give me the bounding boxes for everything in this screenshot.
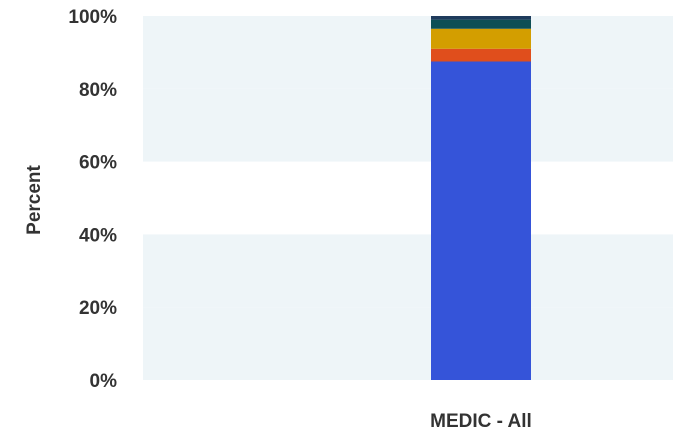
grid-band	[143, 307, 673, 380]
y-axis-ticks: 0% 20% 40% 60% 80% 100%	[68, 7, 117, 392]
bar-segment	[431, 16, 531, 20]
x-tick-label: MEDIC - All	[430, 411, 532, 432]
bar-segment	[431, 48, 531, 62]
y-tick-label: 100%	[68, 7, 117, 28]
bar-segment	[431, 19, 531, 29]
y-tick-label: 40%	[79, 225, 117, 246]
y-tick-label: 20%	[79, 298, 117, 319]
y-tick-label: 80%	[79, 80, 117, 101]
grid-bands	[143, 16, 673, 380]
grid-band	[143, 88, 673, 162]
y-tick-label: 0%	[90, 371, 118, 392]
bar-segment	[431, 28, 531, 49]
y-tick-label: 60%	[79, 153, 117, 174]
y-axis-title: Percent	[24, 164, 45, 234]
grid-band	[143, 16, 673, 89]
x-axis-ticks: MEDIC - All	[430, 411, 532, 432]
bar-stack	[431, 16, 531, 380]
bar-segment	[431, 61, 531, 380]
grid-band	[143, 234, 673, 308]
